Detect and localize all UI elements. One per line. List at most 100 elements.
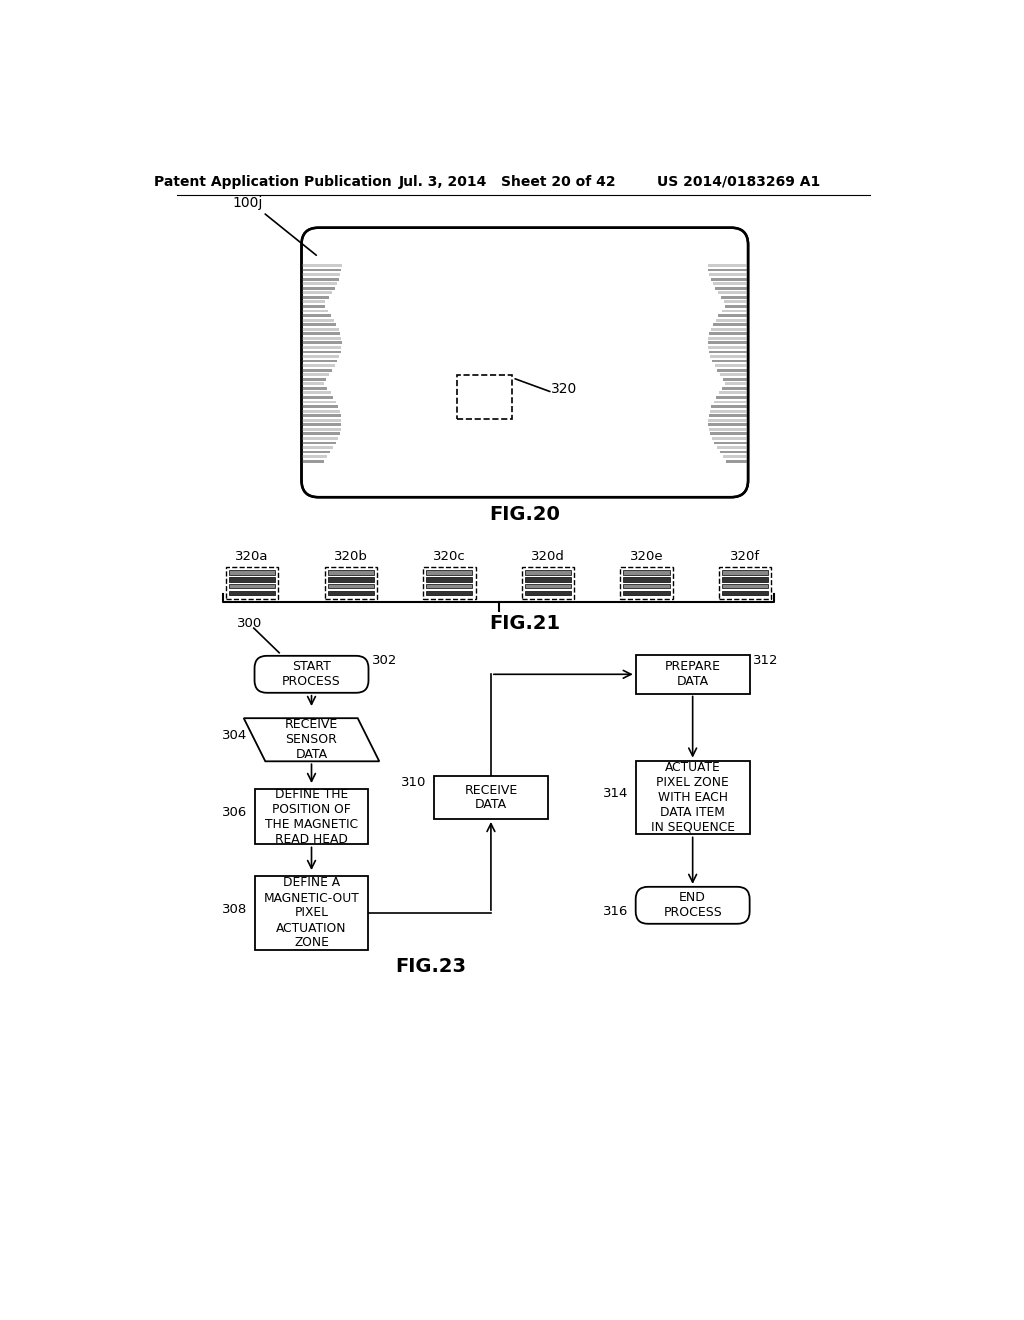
Text: 316: 316 xyxy=(603,906,629,917)
Bar xyxy=(715,286,749,289)
Text: Jul. 3, 2014   Sheet 20 of 42: Jul. 3, 2014 Sheet 20 of 42 xyxy=(399,174,616,189)
Bar xyxy=(636,655,750,693)
Bar xyxy=(301,269,341,272)
Bar xyxy=(712,437,749,440)
Bar xyxy=(722,591,768,595)
Bar xyxy=(713,323,749,326)
Text: 302: 302 xyxy=(372,653,397,667)
Text: FIG.20: FIG.20 xyxy=(489,504,560,524)
Bar xyxy=(301,428,341,430)
Bar xyxy=(524,583,571,589)
Text: FIG.21: FIG.21 xyxy=(489,614,560,634)
Text: 306: 306 xyxy=(222,807,247,820)
Bar xyxy=(711,277,749,281)
Text: 100j: 100j xyxy=(232,197,263,210)
Bar xyxy=(716,396,749,399)
Bar xyxy=(524,577,571,582)
Text: RECEIVE
DATA: RECEIVE DATA xyxy=(464,784,517,812)
Bar xyxy=(229,577,275,582)
Bar xyxy=(720,450,749,454)
Text: 300: 300 xyxy=(238,616,262,630)
Bar xyxy=(722,310,749,313)
Bar xyxy=(712,405,749,408)
Text: 312: 312 xyxy=(753,653,778,667)
Bar xyxy=(723,378,749,380)
Text: 320d: 320d xyxy=(531,550,565,564)
Text: 304: 304 xyxy=(222,730,247,742)
Text: Patent Application Publication: Patent Application Publication xyxy=(155,174,392,189)
Bar xyxy=(301,378,327,380)
Bar xyxy=(301,396,334,399)
Bar xyxy=(229,583,275,589)
Bar xyxy=(229,591,275,595)
Bar xyxy=(723,455,749,458)
Bar xyxy=(301,327,339,330)
Bar xyxy=(301,337,341,339)
Bar xyxy=(328,591,374,595)
Bar xyxy=(726,459,749,462)
Bar xyxy=(710,333,749,335)
Bar xyxy=(301,264,342,267)
Bar xyxy=(434,776,548,818)
Text: DEFINE THE
POSITION OF
THE MAGNETIC
READ HEAD: DEFINE THE POSITION OF THE MAGNETIC READ… xyxy=(265,788,358,846)
Bar xyxy=(709,346,749,348)
Text: 320c: 320c xyxy=(433,550,466,564)
Text: 308: 308 xyxy=(222,903,247,916)
Bar xyxy=(301,323,337,326)
Bar xyxy=(711,327,749,330)
Bar xyxy=(719,314,749,317)
Bar xyxy=(714,400,749,404)
Bar xyxy=(722,570,768,574)
Bar xyxy=(725,383,749,385)
Bar xyxy=(301,433,340,436)
Text: US 2014/0183269 A1: US 2014/0183269 A1 xyxy=(657,174,820,189)
Bar xyxy=(624,591,670,595)
Bar xyxy=(229,570,275,574)
Bar xyxy=(714,441,749,445)
Bar xyxy=(710,433,749,436)
Bar xyxy=(716,318,749,322)
Bar xyxy=(636,760,750,834)
Bar xyxy=(226,566,279,599)
Bar xyxy=(301,273,340,276)
Bar xyxy=(328,570,374,574)
Bar xyxy=(713,359,749,363)
Bar xyxy=(722,387,749,389)
Bar xyxy=(724,301,749,304)
Text: 320f: 320f xyxy=(730,550,760,564)
Bar xyxy=(720,374,749,376)
Bar xyxy=(457,375,512,420)
Bar xyxy=(719,566,771,599)
Bar xyxy=(301,387,328,389)
Bar xyxy=(301,383,325,385)
Bar xyxy=(710,409,749,412)
Bar xyxy=(717,446,749,449)
Bar xyxy=(725,305,749,308)
Bar xyxy=(301,437,338,440)
Text: 314: 314 xyxy=(603,787,629,800)
Text: 310: 310 xyxy=(401,776,427,788)
Bar xyxy=(301,424,341,426)
Text: 320b: 320b xyxy=(334,550,368,564)
Bar xyxy=(301,351,341,354)
Bar xyxy=(624,583,670,589)
Bar xyxy=(524,570,571,574)
Bar xyxy=(301,409,340,412)
Text: 320e: 320e xyxy=(630,550,664,564)
Bar xyxy=(709,351,749,354)
Bar xyxy=(426,570,472,574)
Bar xyxy=(301,359,337,363)
FancyBboxPatch shape xyxy=(255,656,369,693)
Bar xyxy=(709,428,749,430)
Bar xyxy=(328,577,374,582)
Bar xyxy=(301,392,331,395)
FancyBboxPatch shape xyxy=(636,887,750,924)
Text: FIG.23: FIG.23 xyxy=(395,957,466,977)
Polygon shape xyxy=(244,718,379,762)
Bar xyxy=(709,414,749,417)
Bar xyxy=(719,392,749,395)
Bar xyxy=(301,400,336,404)
Bar xyxy=(624,570,670,574)
Bar xyxy=(521,566,574,599)
Bar xyxy=(301,355,339,358)
